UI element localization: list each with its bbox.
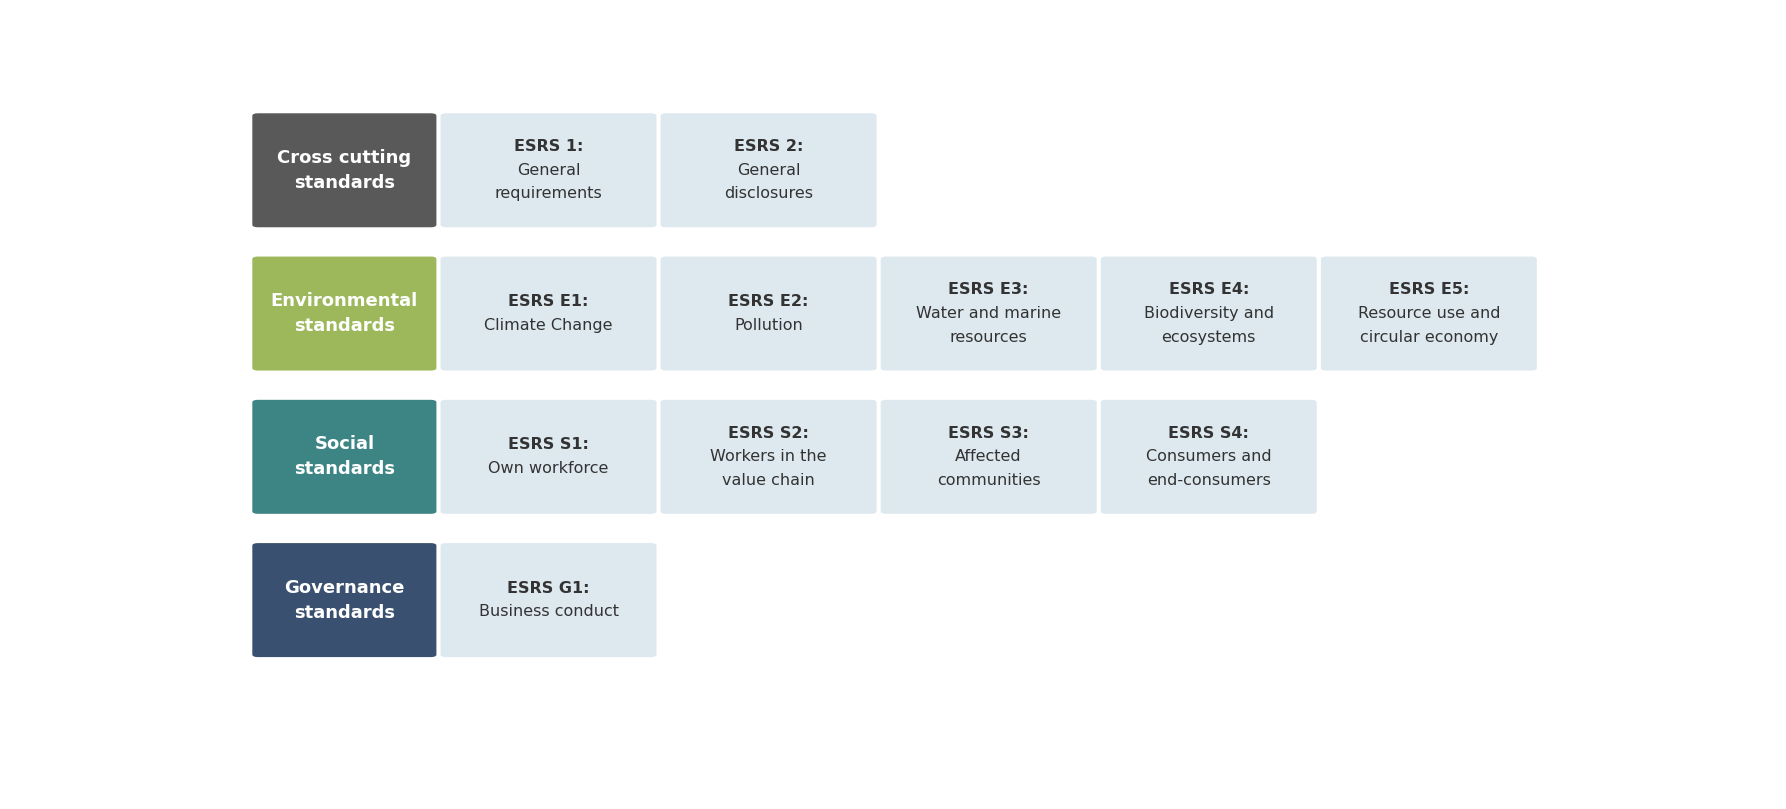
Text: Governance
standards: Governance standards xyxy=(284,578,405,621)
FancyBboxPatch shape xyxy=(880,400,1097,514)
Text: Climate Change: Climate Change xyxy=(484,318,613,332)
FancyBboxPatch shape xyxy=(441,256,657,371)
FancyBboxPatch shape xyxy=(661,113,877,227)
Text: ESRS S3:: ESRS S3: xyxy=(948,426,1029,441)
Text: ESRS 2:: ESRS 2: xyxy=(734,139,804,154)
FancyBboxPatch shape xyxy=(880,256,1097,371)
FancyBboxPatch shape xyxy=(441,113,657,227)
Text: ESRS S2:: ESRS S2: xyxy=(729,426,809,441)
FancyBboxPatch shape xyxy=(252,543,436,657)
Text: Consumers and: Consumers and xyxy=(1147,449,1272,464)
Text: Resource use and: Resource use and xyxy=(1357,306,1500,321)
FancyBboxPatch shape xyxy=(252,256,436,371)
FancyBboxPatch shape xyxy=(252,113,436,227)
Text: Biodiversity and: Biodiversity and xyxy=(1143,306,1273,321)
Text: Affected: Affected xyxy=(956,449,1022,464)
Text: ESRS E5:: ESRS E5: xyxy=(1390,282,1470,298)
Text: Business conduct: Business conduct xyxy=(479,604,618,620)
Text: circular economy: circular economy xyxy=(1359,330,1498,345)
Text: General: General xyxy=(738,163,800,178)
Text: ESRS E4:: ESRS E4: xyxy=(1168,282,1248,298)
FancyBboxPatch shape xyxy=(441,400,657,514)
Text: Own workforce: Own workforce xyxy=(488,461,609,477)
Text: value chain: value chain xyxy=(722,473,814,488)
Text: Workers in the: Workers in the xyxy=(711,449,827,464)
Text: ESRS S4:: ESRS S4: xyxy=(1168,426,1248,441)
Text: requirements: requirements xyxy=(495,186,602,201)
Text: ESRS E3:: ESRS E3: xyxy=(948,282,1029,298)
Text: communities: communities xyxy=(938,473,1041,488)
Text: Pollution: Pollution xyxy=(734,318,804,332)
FancyBboxPatch shape xyxy=(661,256,877,371)
Text: ESRS 1:: ESRS 1: xyxy=(514,139,584,154)
FancyBboxPatch shape xyxy=(441,543,657,657)
FancyBboxPatch shape xyxy=(661,400,877,514)
Text: General: General xyxy=(516,163,580,178)
FancyBboxPatch shape xyxy=(252,400,436,514)
Text: ESRS S1:: ESRS S1: xyxy=(507,438,589,452)
FancyBboxPatch shape xyxy=(1322,256,1536,371)
Text: resources: resources xyxy=(950,330,1027,345)
Text: Social
standards: Social standards xyxy=(295,435,395,478)
FancyBboxPatch shape xyxy=(1100,256,1316,371)
Text: Environmental
standards: Environmental standards xyxy=(271,292,418,335)
Text: ESRS G1:: ESRS G1: xyxy=(507,581,589,595)
Text: disclosures: disclosures xyxy=(723,186,813,201)
Text: ESRS E2:: ESRS E2: xyxy=(729,294,809,309)
Text: Cross cutting
standards: Cross cutting standards xyxy=(277,149,411,192)
Text: ecosystems: ecosystems xyxy=(1161,330,1256,345)
Text: ESRS E1:: ESRS E1: xyxy=(509,294,589,309)
Text: end-consumers: end-consumers xyxy=(1147,473,1270,488)
Text: Water and marine: Water and marine xyxy=(916,306,1061,321)
FancyBboxPatch shape xyxy=(1100,400,1316,514)
